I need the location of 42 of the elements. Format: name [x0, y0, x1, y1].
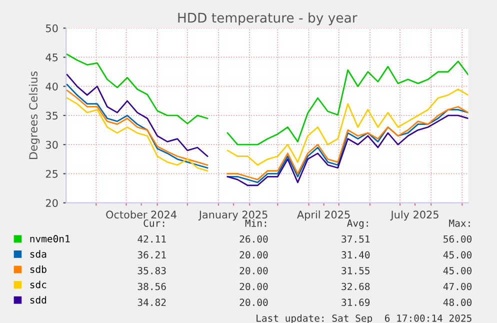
text: 31.55 [342, 266, 370, 274]
text: 56.00 [444, 235, 472, 243]
y-tick-label: 45 [46, 54, 58, 62]
text: 32.68 [342, 282, 370, 290]
text: 20.00 [240, 266, 268, 274]
y-tick-label: 30 [46, 140, 58, 149]
chart-title: HDD temperature - by year [178, 12, 358, 26]
text: 42.11 [138, 235, 166, 243]
text: 38.56 [138, 282, 166, 290]
y-axis-title: Degrees Celsius [28, 71, 40, 159]
text: Max: [449, 220, 470, 227]
legend-label: sda [30, 250, 46, 258]
text: 37.51 [342, 235, 370, 243]
legend-label: nvme0n1 [30, 235, 70, 242]
text: 45.00 [443, 266, 472, 274]
text: 34.82 [138, 298, 166, 306]
text: 31.69 [342, 298, 370, 306]
text: 20.00 [240, 251, 268, 259]
legend-label: sdc [30, 280, 46, 288]
y-tick-label: 40 [46, 82, 58, 90]
text: 35.83 [138, 266, 166, 274]
text: 45.00 [443, 251, 472, 259]
y-tick-label: 20 [46, 199, 58, 207]
x-tick-label: October 2024 [106, 210, 176, 219]
text: 47.00 [443, 282, 472, 290]
text: 31.40 [342, 251, 370, 259]
text: 36.21 [138, 251, 166, 259]
x-tick-label: April 2025 [297, 210, 350, 221]
y-tick-label: 35 [46, 112, 58, 120]
y-tick-label: 25 [46, 170, 58, 178]
text: 20.00 [240, 282, 268, 290]
text: 48.00 [443, 298, 472, 306]
legend-label: sdd [30, 296, 46, 304]
legend-label: sdb [30, 265, 46, 273]
y-tick-label: 50 [46, 24, 58, 32]
text: 20.00 [240, 298, 268, 306]
text: Avg: [347, 220, 368, 229]
text: Cur: [144, 219, 164, 227]
x-tick-label: July 2025 [390, 210, 438, 221]
text: 26.00 [240, 235, 268, 243]
text: Min: [245, 219, 266, 227]
x-tick-label: January 2025 [198, 210, 268, 221]
